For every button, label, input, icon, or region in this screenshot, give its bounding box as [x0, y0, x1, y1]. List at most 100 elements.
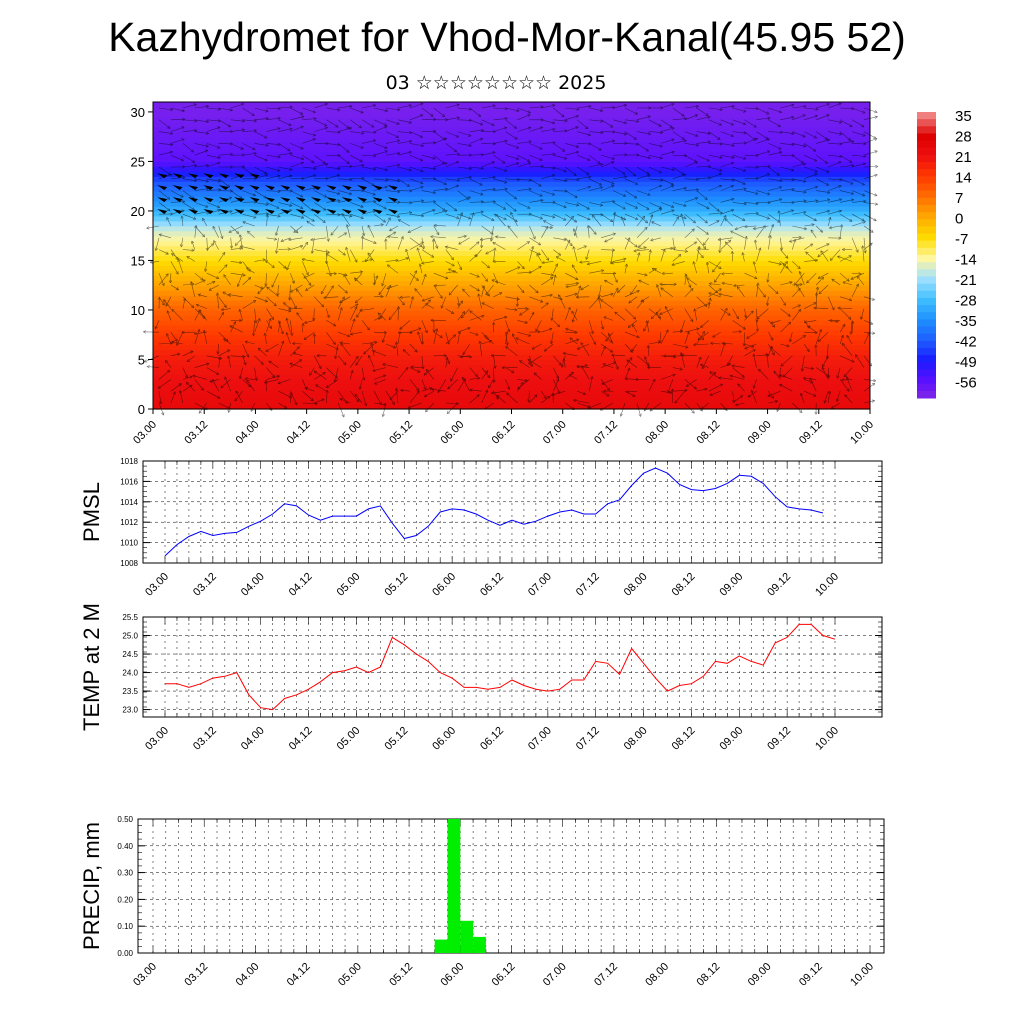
wind-arrow — [813, 307, 829, 309]
wind-arrow — [804, 154, 818, 162]
wind-arrow-head — [284, 265, 287, 269]
wind-arrow-head — [286, 332, 289, 335]
wind-arrow-head — [730, 251, 733, 255]
wind-arrow — [421, 249, 434, 258]
wind-arrow — [421, 166, 436, 170]
wind-arrow-head — [212, 243, 215, 247]
wind-arrow-head — [581, 365, 585, 368]
wind-arrow — [397, 236, 404, 250]
wind-arrow — [572, 308, 578, 323]
wind-arrow-head — [436, 328, 439, 332]
wind-arrow — [481, 302, 494, 309]
wind-arrow-head — [745, 315, 748, 318]
wind-arrow-head — [580, 285, 582, 289]
wind-arrow — [732, 154, 747, 160]
wind-arrow-head — [695, 145, 699, 147]
wind-arrow-head — [340, 343, 342, 347]
wind-arrow-head — [839, 103, 842, 106]
wind-arrow-head — [621, 216, 624, 219]
wind-arrow-head — [217, 126, 221, 130]
wind-arrow — [242, 201, 257, 203]
wind-arrow-head — [673, 283, 677, 286]
x-tick-label: 03.00 — [131, 419, 159, 447]
wind-arrow — [816, 166, 830, 173]
wind-arrow — [565, 115, 579, 121]
wind-arrow-head — [705, 303, 708, 307]
wind-arrow-head — [681, 115, 685, 117]
wind-arrow-head — [697, 246, 700, 249]
wind-arrow-head — [846, 280, 850, 282]
wind-arrow — [266, 190, 281, 192]
wind-arrow-head — [851, 165, 855, 168]
wind-arrow-head — [674, 401, 678, 404]
wind-arrow-head — [516, 156, 520, 160]
wind-arrow-head — [731, 179, 735, 182]
wind-arrow — [574, 225, 578, 236]
y-tick-label: 25 — [131, 154, 145, 169]
wind-arrow-head — [613, 271, 617, 274]
wind-arrow-head — [648, 106, 652, 109]
wind-arrow — [612, 273, 618, 283]
wind-arrow — [839, 335, 844, 345]
wind-arrow-head — [874, 218, 877, 221]
wind-arrow — [726, 355, 733, 366]
wind-arrow-head — [326, 252, 330, 254]
wind-arrow-head — [433, 285, 437, 288]
wind-arrow-head — [635, 379, 639, 382]
wind-arrow-head — [311, 250, 314, 254]
wind-arrow-head — [477, 115, 481, 117]
wind-arrow — [242, 343, 249, 358]
wind-arrow — [756, 131, 769, 140]
wind-arrow-head — [394, 341, 397, 345]
wind-arrow — [816, 114, 830, 121]
wind-arrow-head — [612, 201, 616, 204]
wind-arrow — [493, 188, 508, 191]
wind-arrow-head — [659, 315, 662, 319]
wind-arrow-head — [528, 180, 532, 182]
wind-arrow-head — [767, 192, 771, 195]
wind-arrow-head — [671, 204, 675, 208]
wind-arrow — [433, 328, 438, 345]
wind-arrow-head — [574, 233, 577, 236]
wind-arrow-head — [493, 247, 496, 251]
wind-arrow-head — [480, 210, 484, 212]
heatmap-band — [153, 196, 870, 202]
wind-arrow — [445, 261, 455, 267]
wind-arrow-head — [791, 178, 795, 181]
wind-arrow-head — [744, 235, 747, 239]
wind-arrow — [837, 307, 853, 309]
wind-arrow — [672, 174, 687, 180]
wind-arrow-head — [623, 171, 626, 175]
wind-arrow-head — [648, 132, 651, 135]
wind-arrow-head — [743, 158, 747, 160]
wind-arrow-head — [228, 124, 232, 128]
wind-arrow — [528, 391, 530, 403]
wind-arrow — [381, 273, 387, 287]
wind-arrow-head — [753, 137, 756, 141]
wind-arrow-head — [433, 283, 437, 286]
wind-arrow — [302, 202, 314, 212]
wind-arrow-head — [552, 174, 556, 178]
wind-arrow-head — [175, 272, 179, 275]
wind-arrow — [553, 166, 567, 172]
wind-arrow — [710, 342, 721, 345]
wind-arrow-head — [646, 320, 649, 324]
wind-arrow-head — [624, 377, 628, 380]
wind-barb — [249, 173, 260, 179]
wind-arrow-head — [837, 256, 840, 259]
wind-arrow-head — [197, 294, 201, 297]
x-tick-label: 06.00 — [438, 419, 466, 447]
wind-arrow — [804, 390, 817, 397]
wind-arrow-head — [193, 159, 196, 163]
wind-arrow-head — [323, 219, 326, 223]
wind-arrow-head — [623, 193, 627, 197]
wind-arrow — [218, 178, 231, 188]
wind-arrow — [696, 154, 710, 162]
wind-arrow — [544, 343, 554, 352]
wind-arrow-head — [296, 312, 298, 316]
wind-arrow-head — [642, 299, 645, 303]
wind-arrow — [648, 154, 663, 159]
wind-arrow-head — [671, 103, 675, 105]
wind-arrow-head — [799, 309, 801, 313]
wind-arrow — [626, 359, 638, 368]
